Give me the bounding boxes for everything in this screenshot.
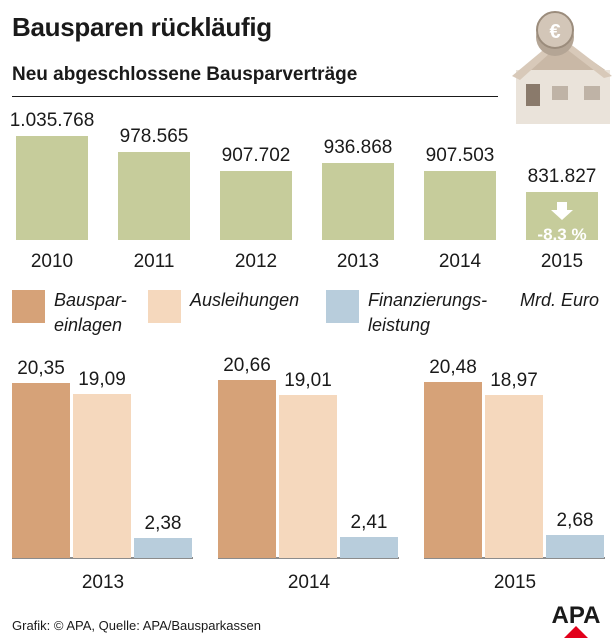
legend-label-einlagen: Bauspar- einlagen [54, 290, 127, 335]
apa-logo: APA [544, 602, 608, 638]
bar-value-label-2015-series-0: 20,48 [429, 357, 477, 378]
legend-swatch-ausleihungen [148, 290, 181, 323]
contracts-bar-2010 [16, 136, 88, 240]
bar-value-label-2014-series-0: 20,66 [223, 355, 271, 376]
contracts-year-label-2010: 2010 [31, 251, 73, 272]
bar-2015-series-2 [546, 535, 604, 558]
contracts-year-label-2014: 2014 [439, 251, 482, 272]
contracts-year-label-2012: 2012 [235, 251, 277, 272]
bar-2014-series-0 [218, 380, 276, 558]
bar-2013-series-1 [73, 394, 131, 558]
bar-2015-series-1 [485, 395, 543, 558]
bar-2013-series-0 [12, 383, 70, 558]
contracts-bar-2011 [118, 152, 190, 240]
bar-value-label-2014-series-2: 2,41 [351, 512, 388, 533]
group-year-label-2015: 2015 [494, 572, 536, 593]
contracts-year-label-2015: 2015 [541, 251, 583, 272]
title-rule [12, 96, 498, 97]
house-euro-icon: € [512, 11, 612, 124]
contracts-bar-chart: 1.035.768 2010 978.565 2011 907.702 2012 936.8… [10, 110, 598, 272]
contracts-value-label-2010: 1.035.768 [10, 110, 95, 131]
contracts-bar-2013 [322, 163, 394, 240]
group-year-label-2013: 2013 [82, 572, 124, 593]
legend-label-ausleihungen: Ausleihungen [190, 290, 300, 310]
contracts-year-label-2013: 2013 [337, 251, 379, 272]
contracts-year-label-2011: 2011 [134, 251, 175, 272]
contracts-value-label-2011: 978.565 [120, 126, 189, 147]
legend-swatch-finanzierung [326, 290, 359, 323]
contracts-value-label-2015: 831.827 [528, 166, 597, 187]
bar-value-label-2015-series-2: 2,68 [557, 510, 594, 531]
bar-2014-series-2 [340, 537, 398, 558]
legend-swatch-einlagen [12, 290, 45, 323]
bar-value-label-2015-series-1: 18,97 [490, 370, 538, 391]
chart-subtitle: Neu abgeschlossene Bausparverträge [12, 64, 358, 85]
bar-2015-series-0 [424, 382, 482, 558]
bar-value-label-2013-series-2: 2,38 [145, 513, 182, 534]
legend-label-finanzierung: Finanzierungs- leistung [368, 290, 488, 335]
contracts-value-label-2013: 936.868 [324, 137, 393, 158]
contracts-bar-2012 [220, 171, 292, 240]
contracts-value-label-2014: 907.503 [426, 145, 495, 166]
contracts-value-label-2012: 907.702 [222, 145, 291, 166]
unit-label: Mrd. Euro [520, 290, 600, 310]
chart-title: Bausparen rückläufig [12, 12, 272, 42]
bar-value-label-2014-series-1: 19,01 [284, 370, 332, 391]
apa-logo-text: APA [551, 602, 601, 629]
apa-logo-mark [564, 626, 588, 638]
bar-value-label-2013-series-1: 19,09 [78, 369, 126, 390]
svg-text:€: € [549, 21, 560, 43]
contracts-bar-2014 [424, 171, 496, 240]
bar-2014-series-1 [279, 395, 337, 558]
source-note: Grafik: © APA, Quelle: APA/Bausparkassen [12, 618, 261, 633]
group-year-label-2014: 2014 [288, 572, 331, 593]
bar-2013-series-2 [134, 538, 192, 558]
change-badge-label: -8,3 % [537, 225, 586, 244]
arrow-down-icon [551, 202, 573, 220]
bar-value-label-2013-series-0: 20,35 [17, 358, 65, 379]
